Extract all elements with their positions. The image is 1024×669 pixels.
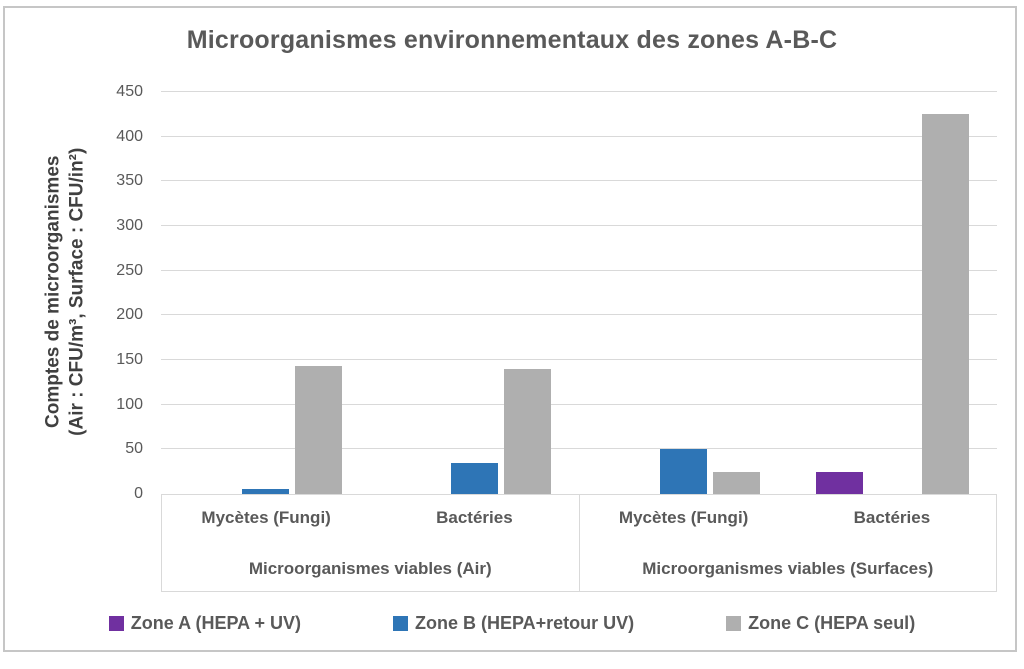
legend-entry-2: Zone C (HEPA seul) [726,613,915,634]
x-group-label: Microorganismes viables (Surfaces) [642,559,934,578]
legend-swatch-icon [726,616,742,631]
x-category-row: Mycètes (Fungi) Bactéries [580,495,997,528]
y-tick-100: 100 [116,395,143,413]
chart-title: Microorganismes environnementaux des zon… [186,26,838,54]
bar [295,366,342,494]
gridline-150 [161,359,997,360]
x-group-0: Mycètes (Fungi) Bactéries Microorganismes … [162,495,579,591]
bar [242,488,289,494]
bar-group-3 [788,92,997,494]
y-tick-150: 150 [116,351,143,368]
legend-label: Zone A (HEPA + UV) [130,613,301,633]
legend-label: Zone B (HEPA+retour UV) [414,613,635,633]
x-axis-label-box: Mycètes (Fungi) Bactéries Microorganismes … [161,494,997,592]
x-category-label: Bactéries [436,508,513,527]
bar [504,368,551,494]
gridline-400 [161,135,997,137]
y-tick-50: 50 [125,440,143,458]
bar-group-2 [579,92,788,494]
bar [816,471,863,494]
bars-container [161,92,997,494]
gridline-250 [161,269,997,271]
legend-label: Zone C (HEPA seul) [748,613,916,633]
gridline-450 [161,91,997,92]
gridline-350 [161,180,997,182]
x-category-label: Mycètes (Fungi) [618,508,749,527]
bar-group-0 [161,92,370,494]
bar [451,462,498,494]
x-group-1: Mycètes (Fungi) Bactéries Microorganismes … [578,495,997,591]
gridline-100 [161,403,997,405]
legend: Zone A (HEPA + UV) Zone B (HEPA+retour UV… [0,613,1024,634]
x-category-label: Mycètes (Fungi) [201,508,331,527]
y-tick-200: 200 [116,306,143,324]
y-tick-400: 400 [116,127,143,145]
legend-swatch-icon [392,616,408,631]
y-tick-250: 250 [116,261,143,279]
y-tick-300: 300 [116,217,143,234]
x-group-label: Microorganismes viables (Air) [248,559,492,578]
y-tick-450: 450 [116,83,143,100]
bar [922,114,969,494]
bar [713,471,760,494]
bar-group-1 [370,92,579,494]
x-category-row: Mycètes (Fungi) Bactéries [162,495,579,528]
y-axis-tick-labels: 0 50 100 150 200 250 300 350 400 450 [0,83,143,502]
plot-area [161,91,997,494]
gridline-50 [161,448,997,450]
gridline-300 [161,225,997,226]
legend-entry-0: Zone A (HEPA + UV) [108,613,301,634]
y-tick-350: 350 [116,172,143,190]
gridline-200 [161,314,997,316]
bar [660,449,707,494]
legend-swatch-icon [108,616,124,631]
y-tick-0: 0 [134,485,143,502]
x-category-label: Bactéries [853,508,931,527]
legend-entry-1: Zone B (HEPA+retour UV) [392,613,635,634]
